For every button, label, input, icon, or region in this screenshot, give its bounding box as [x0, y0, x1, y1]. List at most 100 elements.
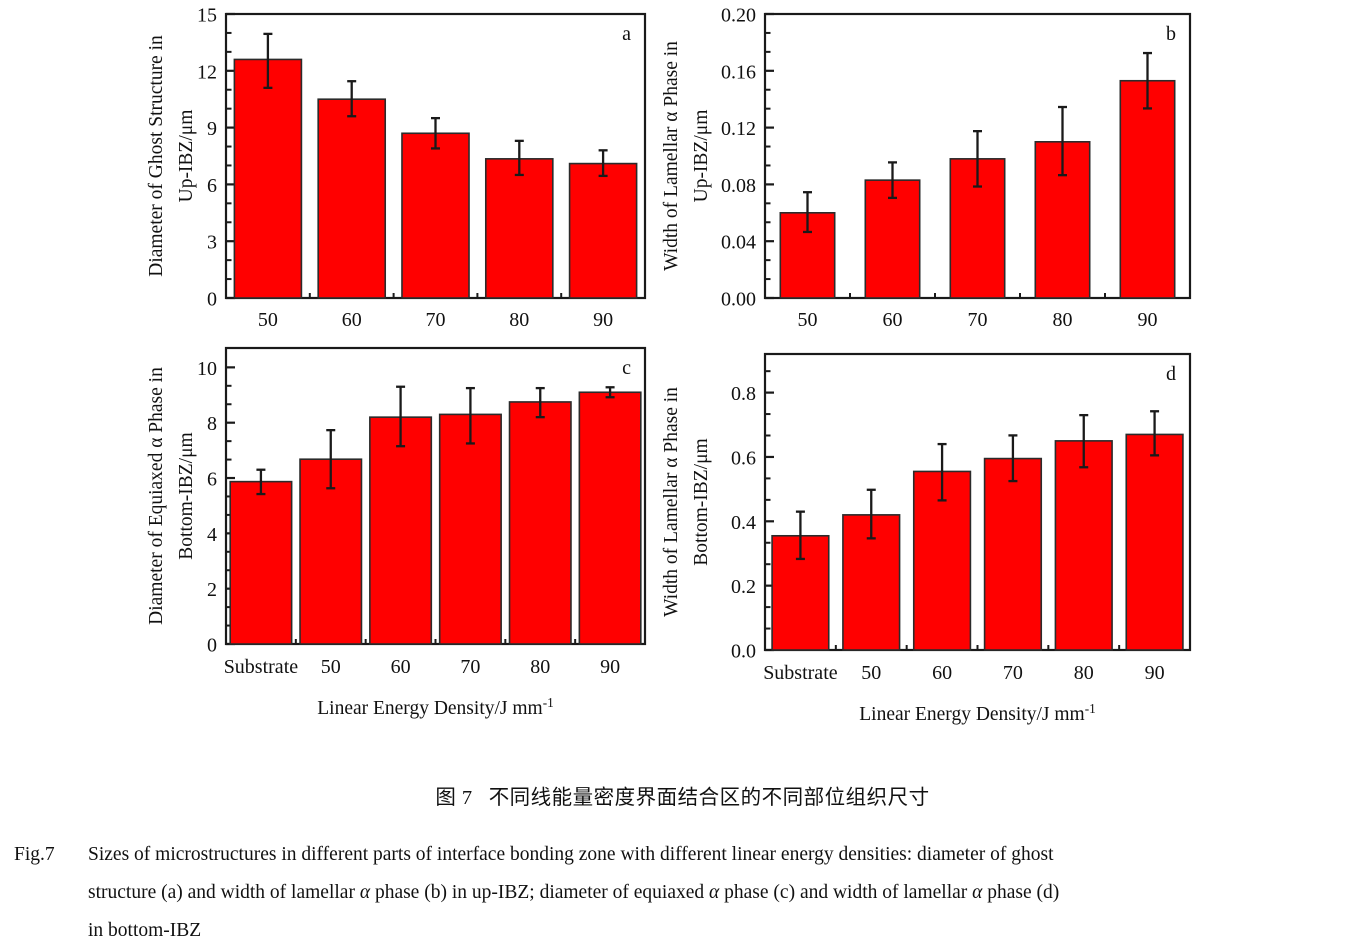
- x-tick-label: 80: [1074, 662, 1094, 684]
- x-tick-label: 70: [968, 309, 988, 331]
- y-tick-label: 2: [207, 579, 217, 601]
- x-tick-label: 60: [342, 309, 362, 331]
- error-bar: [263, 32, 273, 89]
- caption-chinese-text: 不同线能量密度界面结合区的不同部位组织尺寸: [488, 787, 930, 809]
- x-tick-label: 70: [1003, 662, 1023, 684]
- y-axis-label-line-2: Bottom-IBZ/μm: [176, 432, 197, 559]
- y-tick-label: 15: [197, 5, 217, 27]
- y-tick-label: 12: [197, 61, 217, 83]
- y-tick-label: 0.08: [721, 175, 756, 197]
- error-bar: [1150, 410, 1160, 457]
- y-tick-label: 0.4: [731, 512, 756, 534]
- error-bar: [326, 429, 336, 490]
- chart-svg-c: 0 2 4 6 8 10 Substrate 50 60 70 80 90 c Diameter of E…: [146, 346, 647, 719]
- error-bar: [347, 80, 357, 118]
- x-tick-label: Substrate: [224, 656, 299, 678]
- bar: [578, 391, 642, 645]
- caption-english-line-3: in bottom-IBZ: [88, 920, 202, 942]
- error-bar: [795, 510, 805, 561]
- x-tick-label: 50: [798, 309, 818, 331]
- caption-english-body: Sizes of microstructures in different pa…: [88, 836, 1333, 950]
- y-tick-label: 0.8: [731, 383, 756, 405]
- error-bar: [605, 386, 615, 399]
- bar: [568, 162, 638, 299]
- bar: [1054, 440, 1113, 651]
- caption-chinese: 图 7 不同线能量密度界面结合区的不同部位组织尺寸: [0, 780, 1365, 810]
- x-axis-ticks: [294, 639, 646, 644]
- y-tick-label: 6: [207, 469, 217, 491]
- bar: [369, 416, 433, 645]
- error-bars: [256, 385, 615, 496]
- y-tick-label: 8: [207, 413, 217, 435]
- bar: [401, 132, 470, 299]
- y-axis-label-line-2: Bottom-IBZ/μm: [691, 438, 712, 565]
- caption-english-line-1: Sizes of microstructures in different pa…: [88, 844, 1054, 865]
- y-axis-label-line-1: Diameter of Equiaxed α Phase in: [146, 367, 167, 625]
- error-bar: [598, 149, 608, 178]
- x-axis-tick-labels: 50 60 70 80 90: [798, 309, 1158, 331]
- y-axis-label-line-1: Diameter of Ghost Structure in: [146, 35, 167, 277]
- x-axis-label: Linear Energy Density/J mm-1: [859, 701, 1096, 725]
- y-tick-label: 0.12: [721, 118, 756, 140]
- error-bar: [803, 191, 812, 234]
- x-tick-label: 70: [460, 656, 480, 678]
- bar: [229, 480, 293, 645]
- chart-svg-b: 0.00 0.04 0.08 0.12 0.16 0.20 50 60 70 80 90 b Width…: [661, 5, 1192, 331]
- x-axis-tick-labels: Substrate 50 60 70 80 90: [224, 656, 620, 678]
- y-axis-label-line-2: Up-IBZ/μm: [691, 110, 712, 203]
- error-bar: [535, 386, 545, 419]
- error-bar: [465, 386, 475, 445]
- error-bar: [1058, 105, 1067, 177]
- x-tick-label: 90: [1138, 309, 1158, 331]
- y-axis-label-line-1: Width of Lamellar α Phase in: [661, 387, 682, 617]
- x-tick-label: 80: [1053, 309, 1073, 331]
- x-tick-label: 90: [593, 309, 613, 331]
- x-tick-label: 80: [530, 656, 550, 678]
- y-tick-label: 0.16: [721, 61, 756, 83]
- x-tick-label: 50: [321, 656, 341, 678]
- x-axis-tick-labels: 50 60 70 80 90: [258, 309, 613, 331]
- error-bar: [396, 385, 406, 448]
- x-tick-label: Substrate: [763, 662, 838, 684]
- y-tick-label: 0.6: [731, 447, 756, 469]
- plot-frame: [763, 352, 1192, 652]
- bar: [983, 457, 1043, 651]
- error-bar: [514, 139, 524, 177]
- plot-frame: [224, 346, 647, 646]
- x-axis-ticks: [834, 645, 1191, 650]
- chart-panel-d: 0.0 0.2 0.4 0.6 0.8 Substrate 50 60 70 80 90 d Width…: [655, 340, 1200, 740]
- caption-alpha-3: α: [972, 882, 983, 904]
- y-axis-tick-labels: 0 2 4 6 8 10: [197, 358, 217, 657]
- error-bars: [263, 32, 608, 178]
- y-tick-label: 0.0: [731, 641, 756, 663]
- caption-alpha-2: α: [709, 882, 720, 904]
- caption-english-label: Fig.7: [14, 844, 55, 865]
- y-tick-label: 6: [207, 175, 217, 197]
- error-bars: [795, 410, 1160, 561]
- x-tick-label: 60: [391, 656, 411, 678]
- caption-alpha-1: α: [359, 882, 371, 904]
- figure-caption-block: 图 7 不同线能量密度界面结合区的不同部位组织尺寸 Fig.7 Sizes of …: [0, 762, 1365, 950]
- y-tick-label: 0.20: [721, 5, 756, 27]
- y-axis-label-line-2: Up-IBZ/μm: [176, 110, 197, 203]
- y-tick-label: 3: [207, 232, 217, 254]
- y-axis-label-line-1: Width of Lamellar α Phase in: [661, 41, 682, 271]
- bar-series: [229, 391, 642, 645]
- chart-svg-d: 0.0 0.2 0.4 0.6 0.8 Substrate 50 60 70 80 90 d Width…: [661, 352, 1192, 725]
- x-tick-label: 90: [600, 656, 620, 678]
- x-tick-label: 70: [426, 309, 446, 331]
- caption-english-line-2: structure (a) and width of lamellar α ph…: [88, 874, 1333, 912]
- caption-seg-3: phase (c) and width of lamellar: [719, 882, 973, 904]
- bar: [864, 179, 921, 299]
- caption-seg-2: phase (b) in up-IBZ; diameter of equiaxe…: [370, 882, 710, 904]
- bar: [1125, 433, 1184, 651]
- x-tick-label: 60: [883, 309, 903, 331]
- error-bar: [1079, 413, 1089, 469]
- error-bar: [256, 468, 266, 496]
- panel-letter-d: d: [1166, 363, 1176, 385]
- figure-panel-grid: 0 3 6 9 12 15 50 60 70 80 90 a Diameter of Ghost Str…: [146, 5, 1200, 740]
- error-bar: [1008, 434, 1018, 483]
- y-tick-label: 10: [197, 358, 217, 380]
- caption-seg-1: structure (a) and width of lamellar: [88, 882, 360, 904]
- y-tick-label: 9: [207, 118, 217, 140]
